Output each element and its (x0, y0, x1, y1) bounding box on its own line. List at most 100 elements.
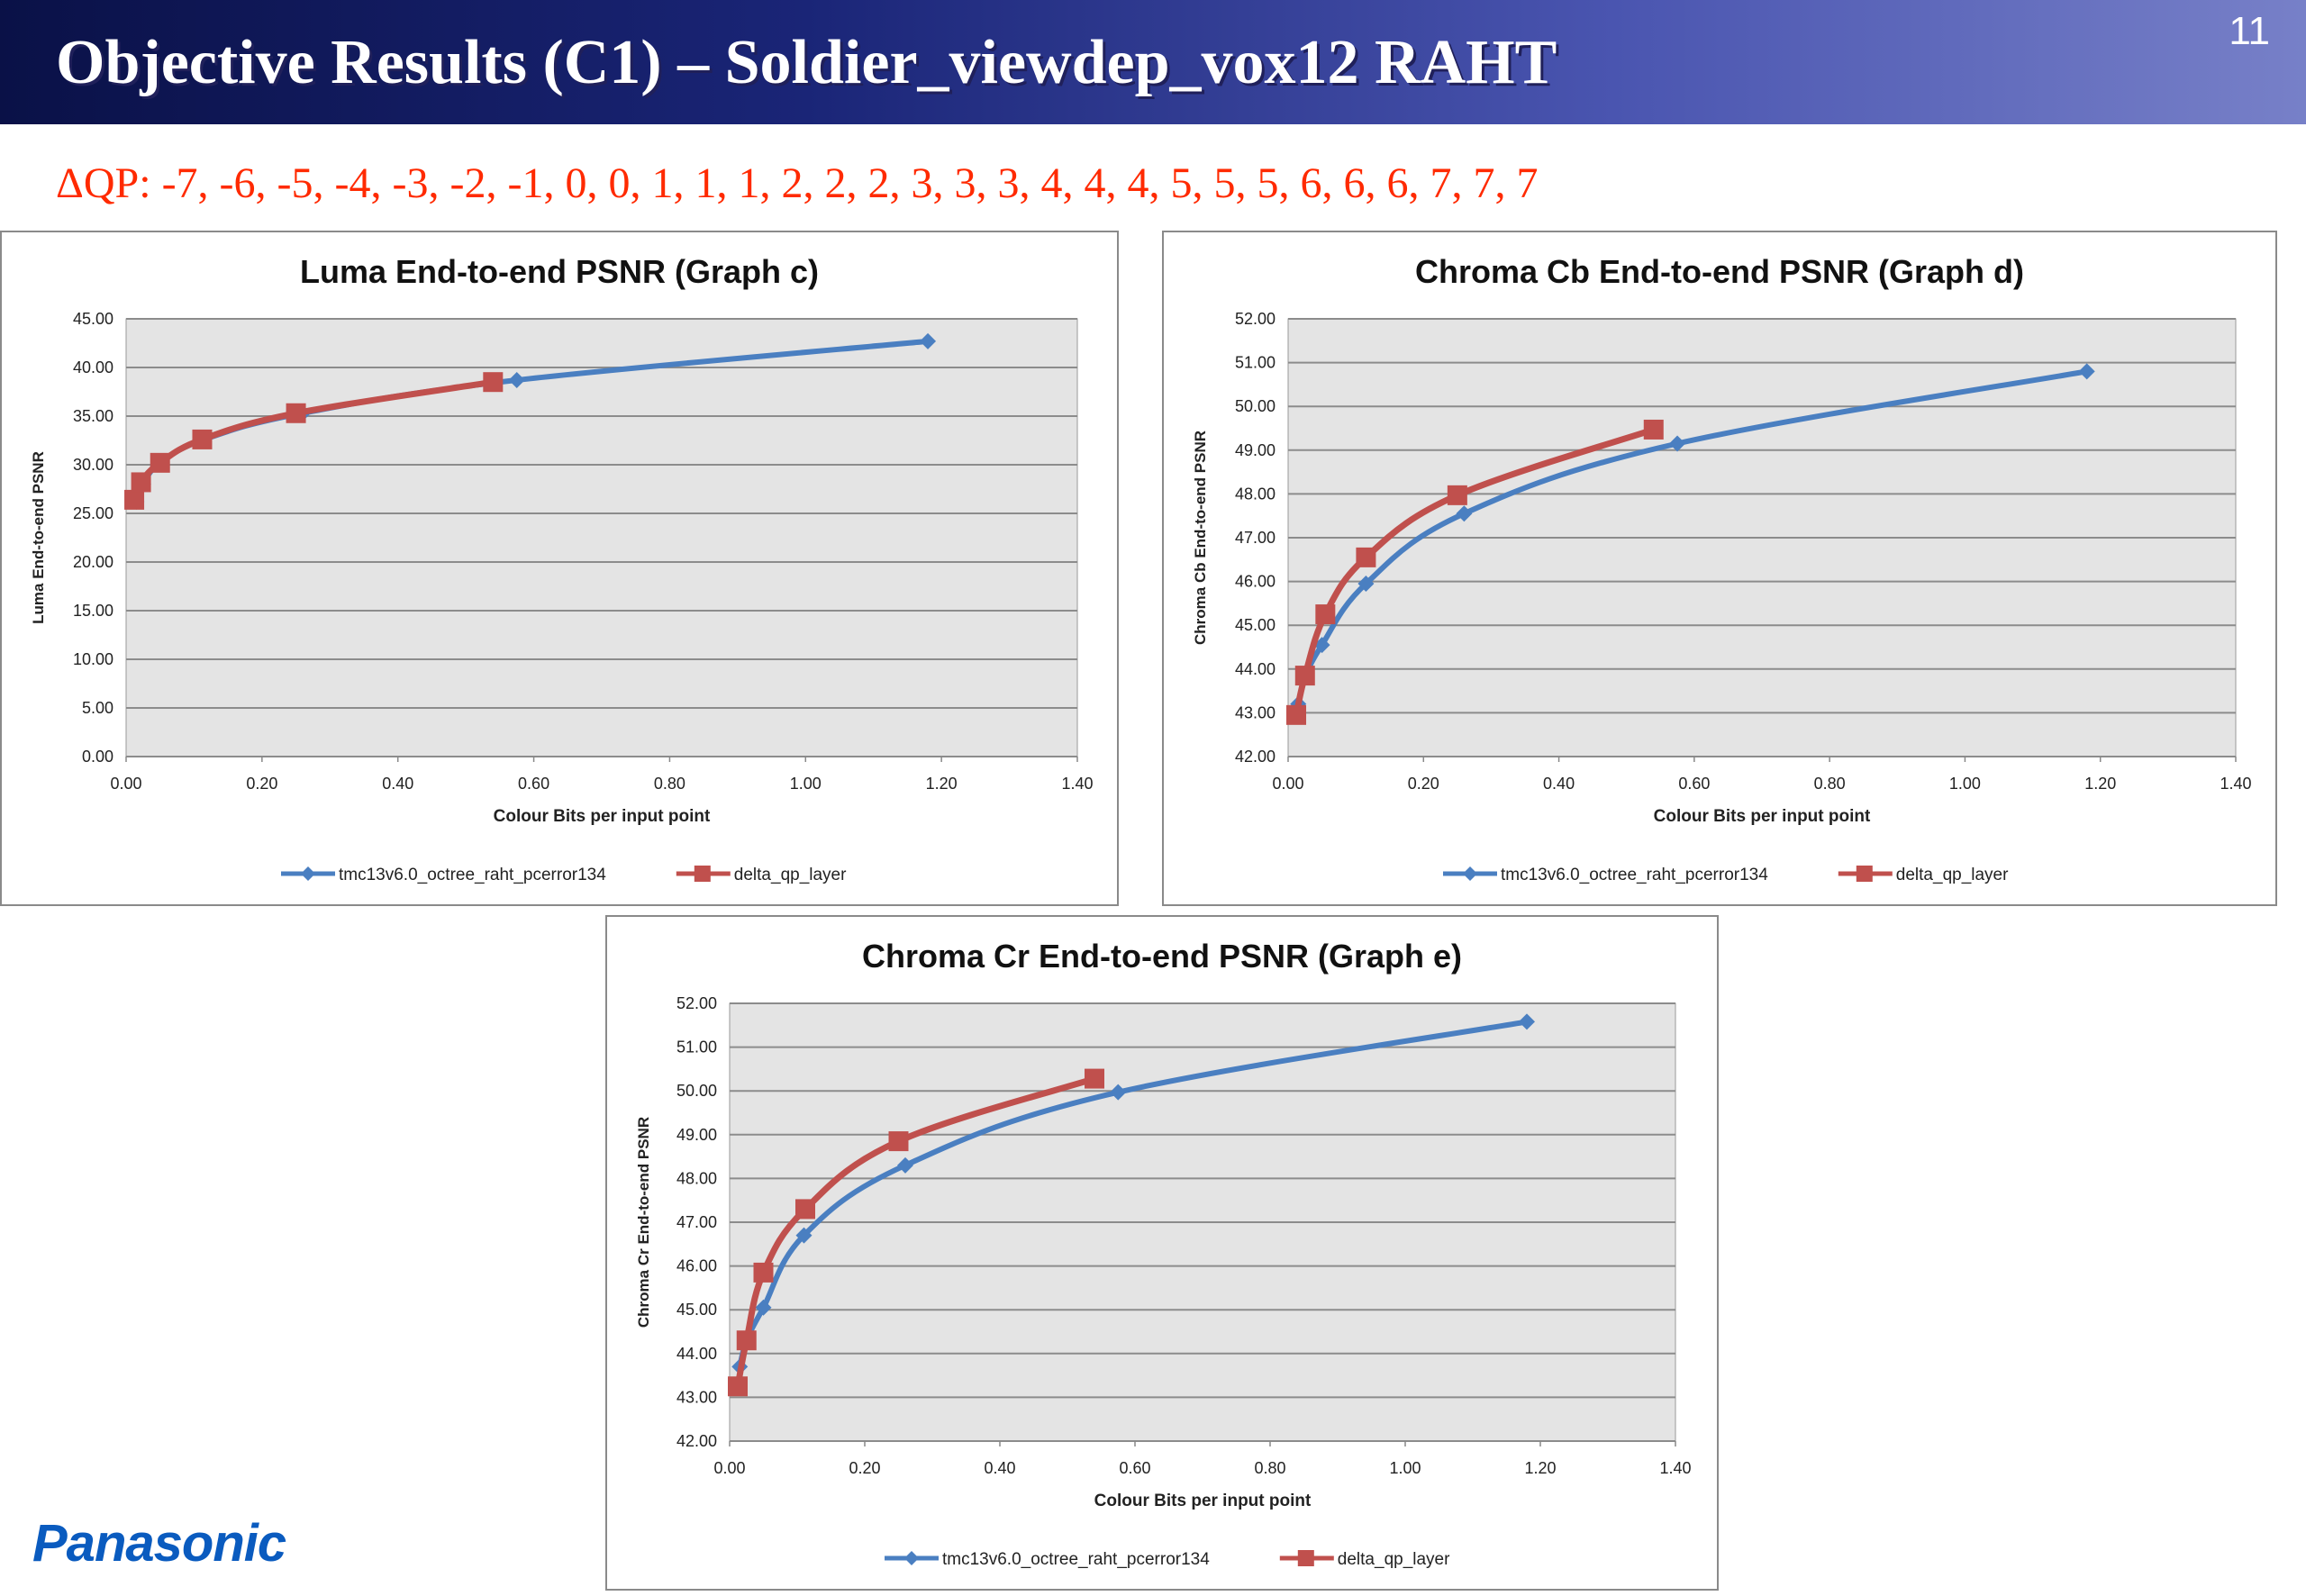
y-tick-label: 42.00 (676, 1432, 717, 1450)
x-tick-label: 1.20 (1524, 1459, 1556, 1477)
y-tick-label: 46.00 (676, 1257, 717, 1275)
series-blue-point (508, 372, 525, 389)
y-tick-label: 25.00 (73, 504, 113, 522)
y-tick-label: 49.00 (676, 1126, 717, 1144)
series-red-point (192, 429, 213, 449)
x-tick-label: 0.40 (1543, 775, 1575, 793)
y-tick-label: 45.00 (73, 310, 113, 328)
series-red-point (753, 1262, 774, 1283)
x-axis-label: Colour Bits per input point (1094, 1492, 1312, 1510)
series-red-point (286, 403, 306, 423)
y-tick-label: 48.00 (676, 1169, 717, 1187)
y-tick-label: 45.00 (676, 1301, 717, 1319)
chart-title: Luma End-to-end PSNR (Graph c) (300, 253, 819, 290)
x-tick-label: 1.00 (1949, 775, 1981, 793)
y-tick-label: 42.00 (1235, 748, 1276, 766)
y-tick-label: 43.00 (676, 1388, 717, 1406)
x-tick-label: 0.00 (110, 775, 141, 793)
x-tick-label: 0.60 (1678, 775, 1710, 793)
x-tick-label: 1.40 (2220, 775, 2251, 793)
x-tick-label: 0.80 (1254, 1459, 1285, 1477)
legend-entry: tmc13v6.0_octree_raht_pcerror134 (281, 866, 606, 884)
series-red-point (736, 1330, 757, 1351)
series-red-point (131, 472, 151, 493)
y-tick-label: 47.00 (1235, 529, 1276, 547)
series-blue-point (1456, 505, 1473, 522)
chart-c-frame: Luma End-to-end PSNR (Graph c) 0.00 5.00 10… (0, 231, 1119, 906)
x-tick-label: 0.80 (1814, 775, 1846, 793)
legend-swatch-marker (904, 1551, 919, 1565)
x-tick-label: 1.20 (2084, 775, 2116, 793)
legend-entry: delta_qp_layer (1838, 866, 2009, 884)
chroma-cr-psnr-chart: Chroma Cr End-to-end PSNR (Graph e) 42.00… (635, 938, 1692, 1569)
x-axis-label: Colour Bits per input point (1654, 807, 1871, 826)
chroma-cb-psnr-chart: Chroma Cb End-to-end PSNR (Graph d) 42.00… (1192, 253, 2252, 884)
plot-area (125, 318, 1078, 757)
x-tick-label: 0.00 (1272, 775, 1303, 793)
series-red-point (1643, 419, 1664, 440)
x-tick-label: 1.40 (1061, 775, 1093, 793)
series-blue-point (755, 1299, 772, 1316)
series-blue-point (1669, 435, 1686, 452)
legend-swatch-marker (1856, 866, 1873, 882)
slide-title: Objective Results (C1) – Soldier_viewdep… (56, 28, 1557, 97)
y-tick-label: 51.00 (1235, 354, 1276, 372)
legend-swatch-marker (694, 866, 711, 882)
legend-entry: delta_qp_layer (1279, 1550, 1450, 1569)
y-tick-label: 50.00 (1235, 397, 1276, 415)
y-axis-label: Chroma Cr End-to-end PSNR (635, 1117, 652, 1328)
x-tick-label: 0.20 (246, 775, 277, 793)
legend-swatch-marker (1463, 866, 1477, 881)
y-tick-label: 46.00 (1235, 573, 1276, 591)
x-tick-label: 0.20 (1408, 775, 1439, 793)
legend-label: delta_qp_layer (1896, 866, 2009, 884)
series-blue-point (1313, 637, 1330, 654)
series-red-point (888, 1131, 909, 1152)
y-tick-label: 15.00 (73, 602, 113, 620)
y-tick-label: 40.00 (73, 358, 113, 376)
y-tick-label: 5.00 (82, 699, 113, 717)
chart-d-frame: Chroma Cb End-to-end PSNR (Graph d) 42.00… (1162, 231, 2277, 906)
series-red-point (795, 1199, 815, 1220)
series-red-point (728, 1376, 748, 1397)
legend-label: tmc13v6.0_octree_raht_pcerror134 (942, 1550, 1210, 1569)
series-red-point (1286, 704, 1307, 725)
series-blue-point (1357, 576, 1375, 593)
delta-qp-list: ΔQP: -7, -6, -5, -4, -3, -2, -1, 0, 0, 1… (56, 159, 1539, 207)
page-number: 11 (2229, 9, 2270, 53)
y-tick-label: 49.00 (1235, 441, 1276, 459)
series-red-point (150, 452, 170, 473)
y-tick-label: 48.00 (1235, 485, 1276, 503)
title-bar: Objective Results (C1) – Soldier_viewdep… (0, 0, 2306, 124)
x-tick-label: 1.40 (1659, 1459, 1691, 1477)
legend-label: tmc13v6.0_octree_raht_pcerror134 (339, 866, 606, 884)
legend-entry: tmc13v6.0_octree_raht_pcerror134 (1443, 866, 1768, 884)
x-tick-label: 0.60 (1119, 1459, 1150, 1477)
x-tick-label: 1.00 (1389, 1459, 1421, 1477)
series-blue-point (920, 332, 937, 349)
legend-swatch-marker (1297, 1550, 1314, 1566)
y-axis-label: Luma End-to-end PSNR (30, 451, 47, 624)
series-red-point (124, 489, 145, 510)
y-tick-label: 43.00 (1235, 703, 1276, 721)
y-tick-label: 44.00 (1235, 660, 1276, 678)
y-tick-label: 50.00 (676, 1082, 717, 1100)
y-tick-label: 10.00 (73, 650, 113, 668)
series-red-point (483, 372, 504, 393)
chart-title: Chroma Cr End-to-end PSNR (Graph e) (862, 938, 1462, 975)
x-tick-label: 0.80 (654, 775, 685, 793)
y-tick-label: 30.00 (73, 456, 113, 474)
y-axis-label: Chroma Cb End-to-end PSNR (1192, 431, 1209, 645)
chart-title: Chroma Cb End-to-end PSNR (Graph d) (1415, 253, 2024, 290)
x-tick-label: 0.20 (849, 1459, 880, 1477)
series-red-point (1447, 485, 1467, 505)
chart-e-frame: Chroma Cr End-to-end PSNR (Graph e) 42.00… (605, 915, 1719, 1591)
y-tick-label: 51.00 (676, 1038, 717, 1056)
legend-entry: delta_qp_layer (676, 866, 847, 884)
x-tick-label: 0.40 (984, 1459, 1015, 1477)
y-tick-label: 45.00 (1235, 616, 1276, 634)
series-blue-point (2078, 363, 2095, 380)
series-blue-point (1110, 1084, 1127, 1101)
series-red-point (1315, 604, 1336, 625)
legend-label: delta_qp_layer (734, 866, 847, 884)
